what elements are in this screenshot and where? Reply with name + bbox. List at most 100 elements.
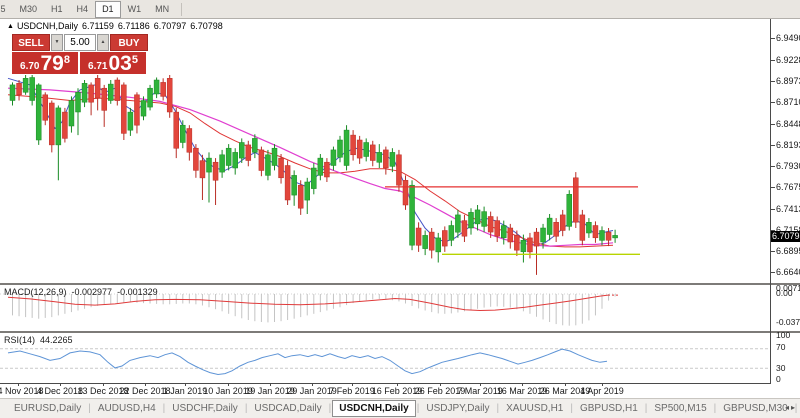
timeframe-toolbar: M5 M30 H1 H4 D1 W1 MN	[0, 0, 800, 19]
ohlc-open: 6.71159	[81, 21, 114, 31]
chart-tab-usdcad-daily[interactable]: USDCAD,Daily	[254, 403, 322, 414]
chart-tab-gbpusd-m30[interactable]: GBPUSD,M30	[723, 403, 788, 414]
ohlc-low: 6.70797	[153, 21, 187, 31]
macd-axis-min: -0.037688	[776, 317, 800, 327]
rsi-value: 44.2265	[40, 335, 73, 345]
lot-decrease-button[interactable]: ▼	[51, 34, 63, 51]
tab-divider: |	[794, 403, 798, 414]
time-tick	[522, 383, 523, 386]
price-tick-label: 6.79305	[771, 162, 800, 171]
lot-size-field[interactable]: 5.00	[64, 34, 96, 51]
timeframe-button-h1[interactable]: H1	[51, 3, 63, 14]
macd-value-2: -0.001329	[117, 287, 158, 297]
price-axis-line	[770, 19, 771, 384]
tab-divider: |	[644, 403, 648, 414]
time-tick	[565, 383, 566, 386]
rsi-axis-0: 0	[776, 374, 781, 384]
date-label: 4 Dec 2018	[36, 386, 84, 396]
date-label: 16 Feb 2019	[371, 386, 423, 396]
timeframe-button-m30[interactable]: M30	[19, 3, 38, 14]
tab-divider: |	[162, 403, 166, 414]
date-label: 1 Jan 2019	[162, 386, 208, 396]
buy-price-point: 5	[131, 54, 138, 66]
rsi-panel-canvas[interactable]	[0, 334, 770, 383]
time-tick	[185, 383, 186, 386]
chart-tab-gbpusd-h1[interactable]: GBPUSD,H1	[579, 403, 638, 414]
time-tick	[352, 383, 353, 386]
price-tick-label: 6.74130	[771, 204, 800, 214]
sell-price-point: 8	[63, 54, 70, 66]
chart-tab-usdjpy-daily[interactable]: USDJPY,Daily	[426, 403, 490, 414]
time-tick	[480, 383, 481, 386]
chart-tab-xauusd-h1[interactable]: XAUUSD,H1	[506, 403, 564, 414]
time-tick	[312, 383, 313, 386]
time-tick	[60, 383, 61, 386]
chart-tab-eurusd-daily[interactable]: EURUSD,Daily	[14, 403, 82, 414]
price-chart-canvas[interactable]	[0, 19, 770, 283]
tab-divider: |	[570, 403, 573, 414]
tab-divider: |	[713, 403, 717, 414]
chart-tab-sp500-m15[interactable]: SP500,M15	[654, 403, 707, 414]
price-tick-label: 6.92280	[771, 55, 800, 65]
panel-separator-macd[interactable]	[0, 283, 800, 285]
tab-divider: |	[416, 403, 420, 414]
sell-price-pips: 79	[40, 52, 64, 75]
timeframe-button-w1[interactable]: W1	[127, 3, 142, 14]
lot-increase-button[interactable]: ▲	[97, 34, 109, 51]
current-price-tag: 6.70798	[771, 231, 800, 243]
rsi-name: RSI(14)	[4, 335, 36, 345]
tab-scroll-left-icon[interactable]: ◂	[784, 403, 791, 412]
date-label: 19 Jan 2019	[245, 386, 295, 396]
time-tick	[145, 383, 146, 386]
timeframe-button-mn[interactable]: MN	[155, 3, 170, 14]
price-tick-label: 6.89730	[771, 76, 800, 86]
chart-ohlc-header: ▲ USDCNH,Daily 6.71159 6.71186 6.70797 6.7079…	[7, 21, 227, 31]
panel-separator-rsi[interactable]	[0, 331, 800, 333]
date-label: 4 Apr 2019	[580, 386, 624, 396]
date-label: 26 Mar 2019	[539, 386, 591, 396]
date-label: 13 Dec 2018	[77, 386, 129, 396]
macd-label-line: MACD(12,26,9) -0.002977 -0.001329	[4, 287, 163, 297]
date-label: 10 Jan 2019	[203, 386, 253, 396]
chart-tab-audusd-h4[interactable]: AUDUSD,H4	[97, 403, 156, 414]
buy-price-pips: 03	[108, 52, 132, 75]
macd-value-1: -0.002977	[71, 287, 113, 297]
date-label: 16 Mar 2019	[496, 386, 548, 396]
sell-button[interactable]: SELL	[12, 34, 50, 51]
price-tick-label: 6.94905	[771, 34, 800, 43]
tab-scroll-right-icon[interactable]: ▸	[790, 403, 797, 412]
price-tick-label: 6.68955	[771, 247, 800, 256]
toolbar-separator	[181, 2, 183, 16]
time-tick	[270, 383, 271, 386]
chart-symbol-label: USDCNH,Daily	[16, 21, 78, 31]
price-tick-label: 6.87105	[771, 98, 800, 107]
macd-axis-max: 0.007186	[776, 283, 800, 293]
timeframe-button-d1[interactable]: D1	[95, 0, 121, 18]
time-tick	[103, 383, 104, 386]
tab-divider: |	[328, 403, 332, 414]
date-label: 26 Feb 2019	[414, 386, 466, 396]
collapse-one-click-icon[interactable]: ▲	[7, 23, 14, 30]
chart-tab-usdchf-daily[interactable]: USDCHF,Daily	[172, 403, 238, 414]
date-label: 24 Nov 2018	[0, 386, 44, 396]
macd-name: MACD(12,26,9)	[4, 287, 67, 297]
time-axis-line	[0, 383, 771, 384]
tab-divider: |	[88, 403, 91, 414]
time-tick	[602, 383, 603, 386]
buy-button[interactable]: BUY	[110, 34, 148, 51]
macd-axis-zero: 0.00	[776, 288, 793, 298]
macd-panel-canvas[interactable]	[0, 286, 770, 331]
price-tick-label: 6.76755	[771, 183, 800, 192]
price-tick-label: 6.66405	[771, 268, 800, 277]
time-tick	[228, 383, 229, 386]
time-tick	[440, 383, 441, 386]
buy-price-display[interactable]: 6.71 03 5	[80, 52, 146, 74]
date-label: 29 Jan 2019	[287, 386, 337, 396]
timeframe-button-h4[interactable]: H4	[76, 3, 89, 14]
tab-scroll-arrows: ◂▸	[785, 403, 797, 412]
sell-price-display[interactable]: 6.70 79 8	[12, 52, 78, 74]
rsi-axis-70: 70	[776, 342, 786, 352]
timeframe-button-m5[interactable]: M5	[0, 3, 6, 14]
price-tick-label: 6.71580	[771, 225, 800, 235]
chart-tab-usdcnh-daily[interactable]: USDCNH,Daily	[332, 400, 416, 417]
